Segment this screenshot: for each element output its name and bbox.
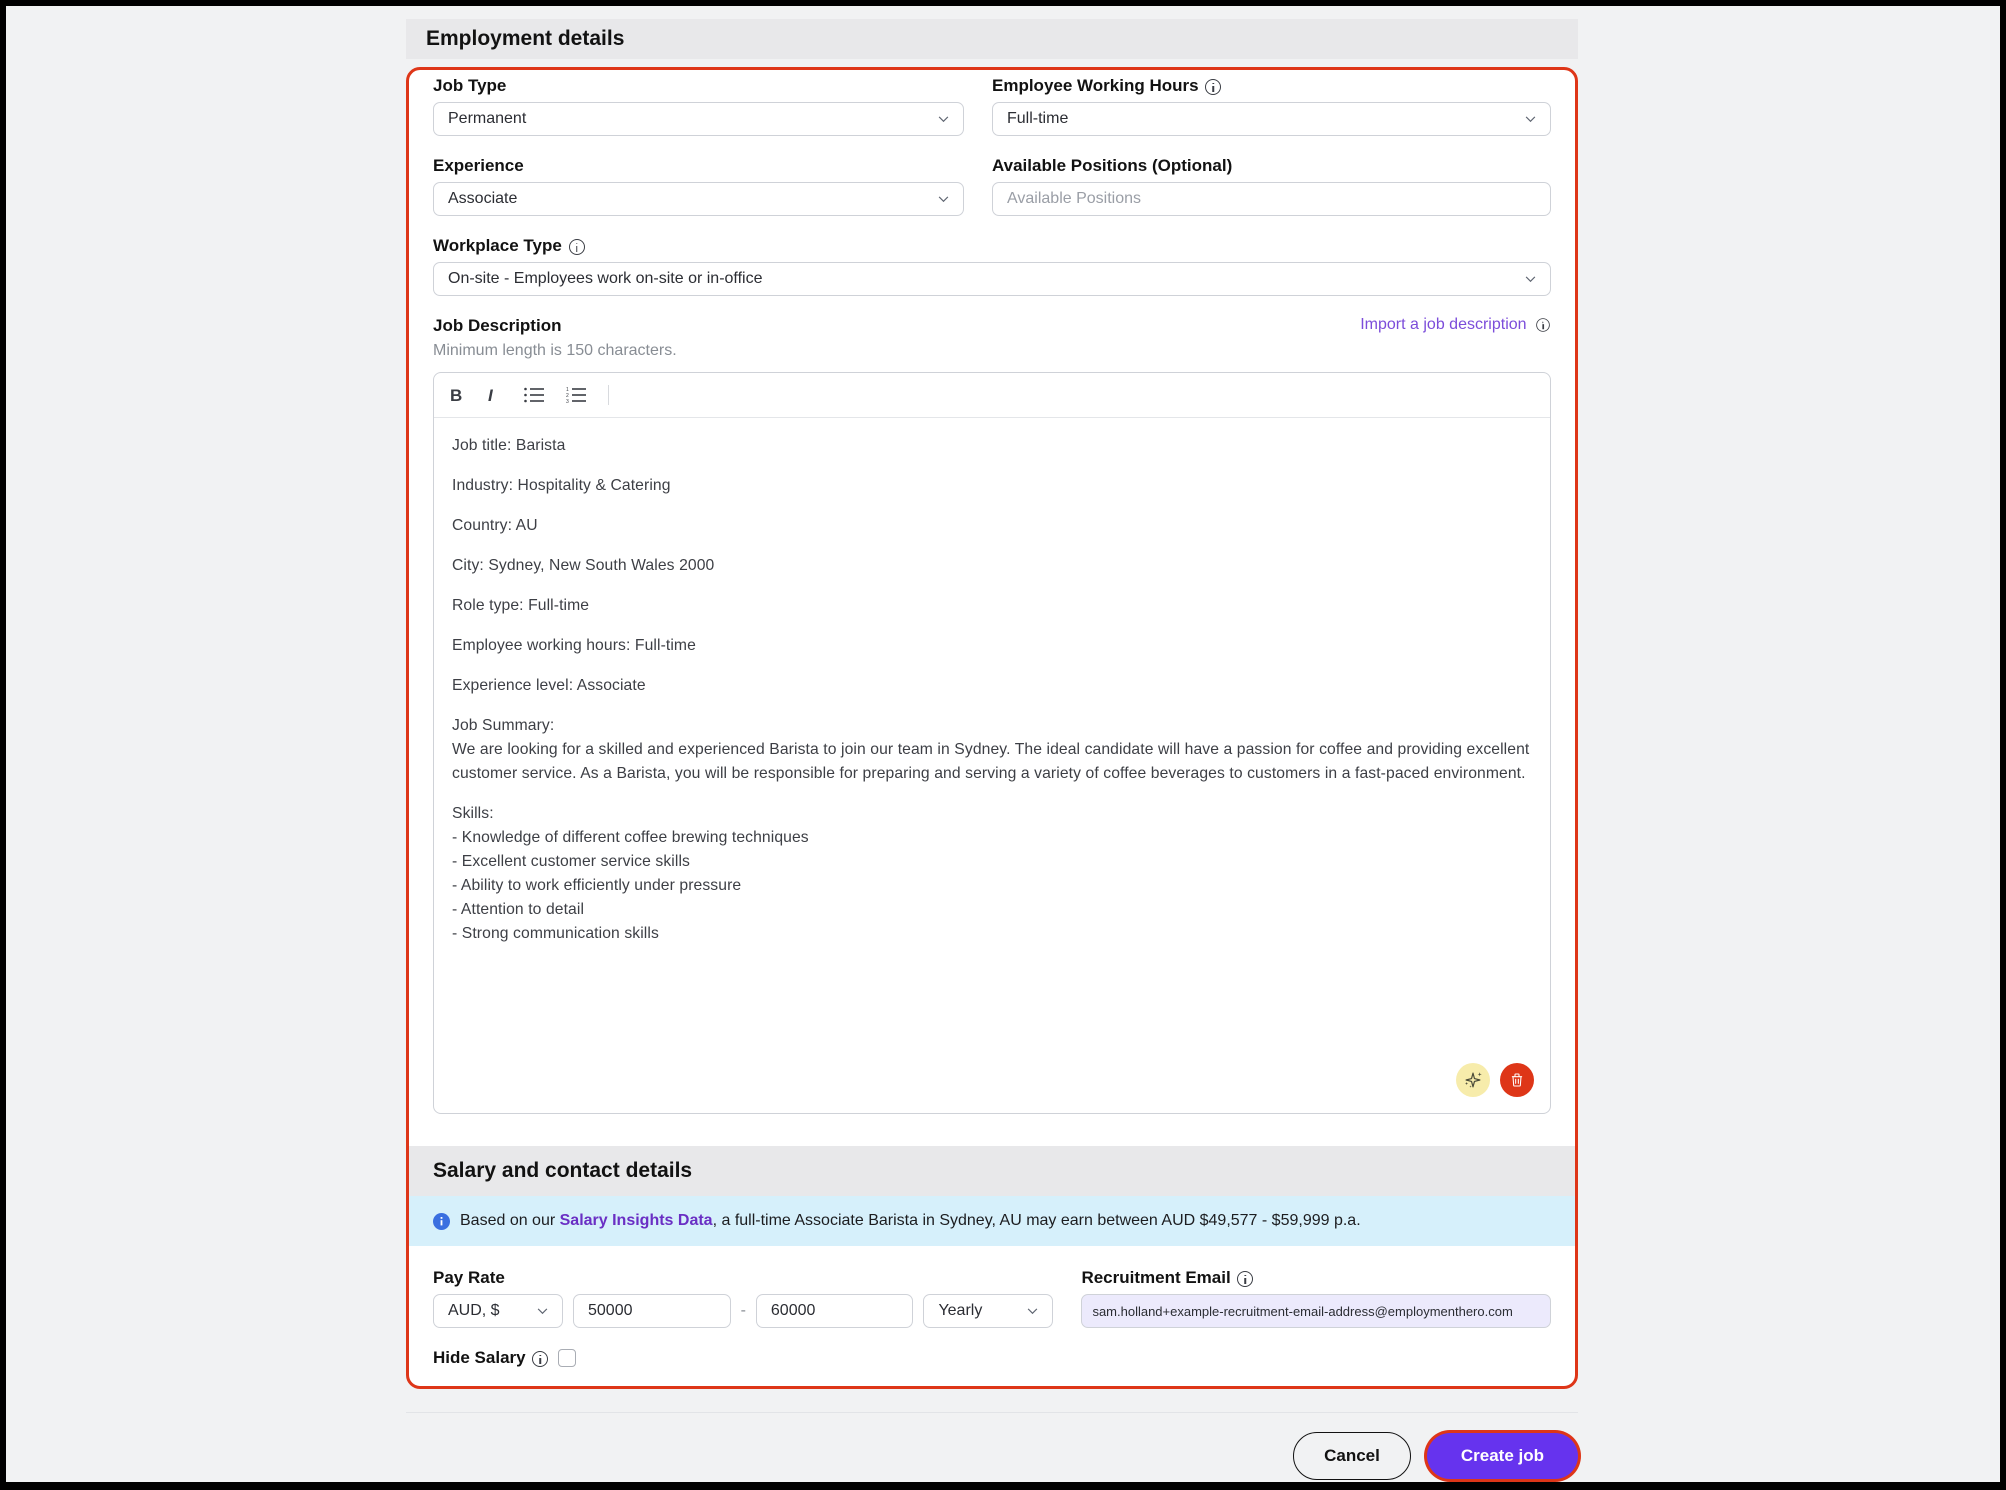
svg-text:I: I [488,386,494,404]
svg-text:3: 3 [566,399,569,403]
svg-text:B: B [450,386,462,404]
